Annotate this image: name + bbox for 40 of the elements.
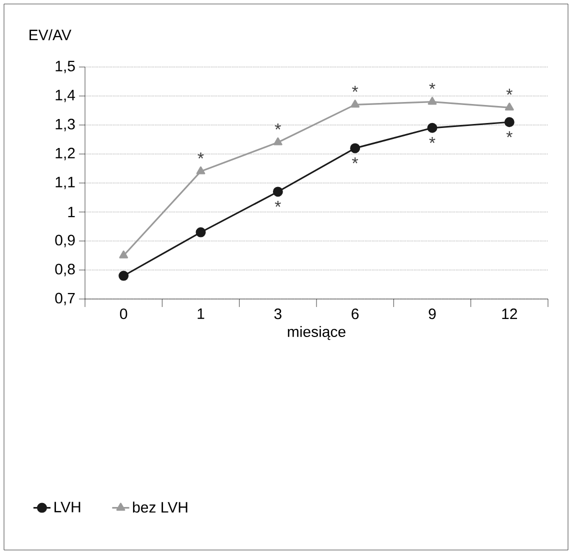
point	[504, 117, 514, 128]
legend-label: bez LVH	[133, 502, 188, 513]
annotation: *	[274, 200, 281, 207]
x-tick-label: 9	[428, 308, 436, 320]
y-tick-label: 0,8	[55, 264, 75, 276]
annotation: *	[198, 152, 204, 159]
y-tick-label: 1,2	[56, 148, 75, 160]
annotation: *	[352, 157, 358, 164]
annotation: *	[429, 137, 436, 144]
annotation: *	[506, 131, 512, 138]
point	[350, 143, 360, 154]
point	[196, 166, 206, 174]
x-tick-label: 1	[198, 308, 204, 319]
point	[119, 250, 128, 258]
x-tick-label: 0	[120, 308, 128, 320]
point	[118, 270, 129, 281]
x-tick-label: 3	[274, 308, 282, 320]
x-axis-title: miesiące	[288, 326, 346, 340]
y-tick-label: 0,9	[55, 234, 75, 248]
y-tick-label: 1	[68, 206, 75, 218]
x-tick-label: 6	[352, 308, 359, 320]
point	[196, 227, 206, 238]
y-tick-label: 1,3	[56, 118, 75, 132]
point	[428, 96, 437, 105]
y-tick-label: 1,4	[56, 90, 76, 102]
annotation: *	[506, 88, 512, 95]
y-tick-label: 1,1	[56, 176, 75, 190]
point	[272, 186, 283, 197]
annotation: *	[352, 86, 358, 92]
point	[504, 102, 514, 111]
y-axis-title: EV/AV	[30, 29, 72, 40]
x-tick-label: 12	[502, 308, 518, 320]
point	[273, 137, 282, 146]
annotation: *	[429, 82, 436, 89]
y-tick-label: 1,5	[56, 60, 75, 74]
annotation: *	[274, 124, 281, 130]
point	[427, 122, 438, 133]
legend-label: LVH	[54, 502, 80, 512]
y-tick-label: 0,7	[55, 292, 75, 306]
point	[350, 100, 360, 108]
